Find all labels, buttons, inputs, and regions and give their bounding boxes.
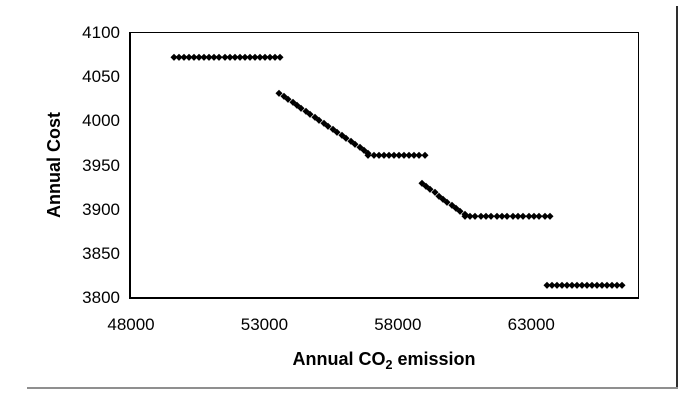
x-axis-title-suffix: emission xyxy=(392,349,476,369)
y-tick-label: 4000 xyxy=(82,111,120,131)
figure-border-right xyxy=(676,6,678,388)
y-tick-label: 4100 xyxy=(82,23,120,42)
x-axis-title: Annual CO2 emission xyxy=(234,348,534,372)
x-tick-label: 48000 xyxy=(107,315,155,334)
x-tick-label: 63000 xyxy=(507,315,555,334)
x-axis-title-subscript: 2 xyxy=(385,358,393,372)
y-tick-label: 3850 xyxy=(82,243,120,263)
y-tick-label: 3800 xyxy=(82,288,120,307)
x-axis-title-prefix: Annual CO xyxy=(292,349,386,369)
y-tick-label: 3950 xyxy=(82,155,120,175)
x-tick-label: 58000 xyxy=(374,315,422,334)
x-tick-label: 53000 xyxy=(240,315,289,334)
figure-border-bottom xyxy=(27,387,678,389)
plot-area xyxy=(129,32,639,299)
y-tick-label: 3900 xyxy=(82,199,120,219)
y-tick-label: 4050 xyxy=(82,67,120,87)
